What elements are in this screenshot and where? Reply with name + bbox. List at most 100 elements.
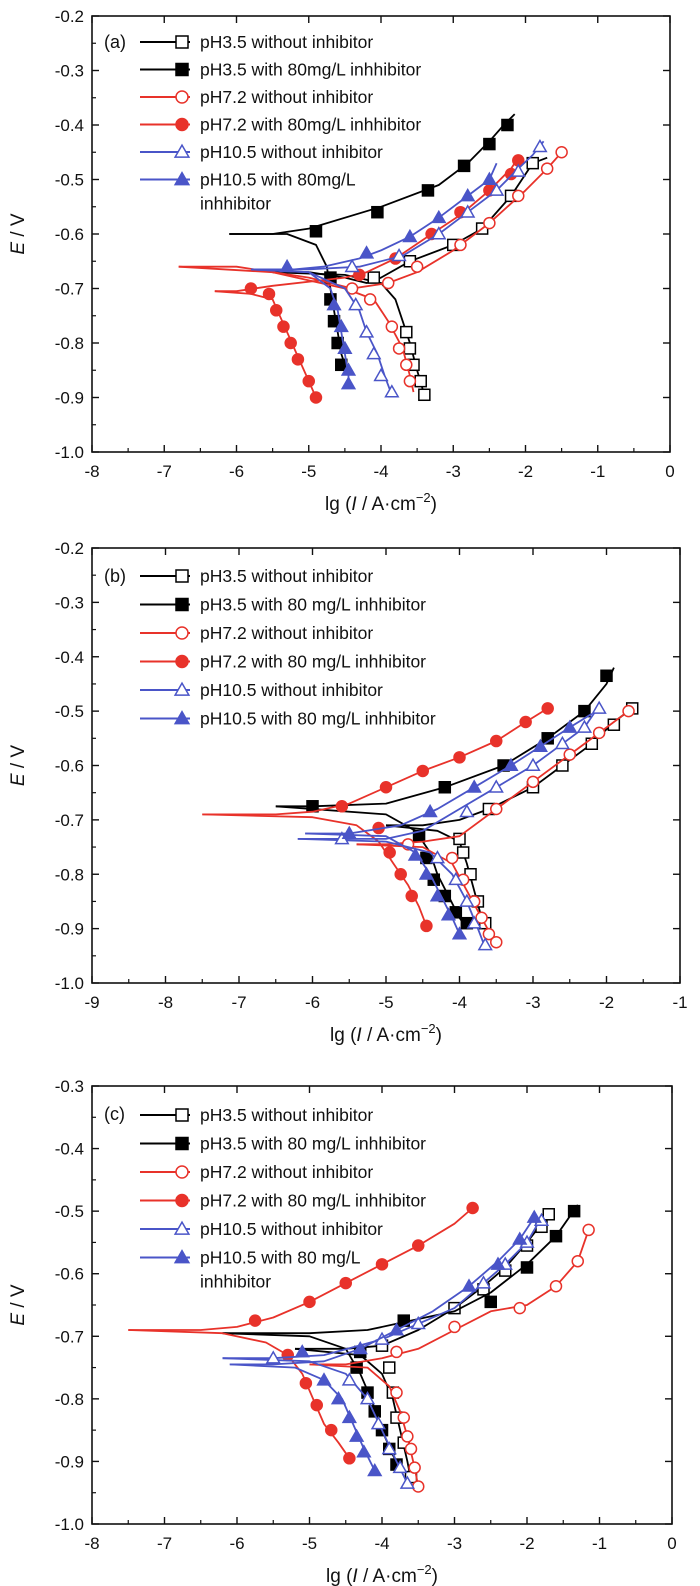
y-tick-label: -0.2 [55,539,84,558]
data-point [343,1452,356,1465]
data-point [371,205,384,219]
data-point [526,775,540,789]
data-point [294,1344,310,1358]
y-axis-title: E / V [8,213,29,255]
series-line-cathodic [202,813,428,927]
data-point [578,704,591,718]
data-point [482,927,496,941]
data-point [582,1223,595,1237]
data-point [554,735,571,750]
data-point [341,1409,357,1424]
chart-panel-b: -9 -8 -7 -6 -5 -4 -3 -2 -1 -1.0 -0.9 -0.8 -0.7 -0.6 -0… [8,539,688,1046]
data-point [475,911,488,924]
data-point [381,276,395,290]
series-line-cathodic [214,290,317,398]
x-tick-label: 0 [667,1534,676,1553]
data-point [352,1340,368,1355]
series-line-anodic [222,1204,579,1335]
x-tick-label: -5 [302,1534,317,1553]
data-point [451,926,468,940]
legend-marker [175,90,189,104]
data-point [562,719,578,733]
x-tick-label: -1 [672,993,687,1012]
y-tick-label: -0.5 [55,171,84,190]
data-point [281,1348,294,1362]
data-point [429,888,446,902]
data-point [291,353,305,366]
data-point [525,757,541,771]
legend-marker [175,1193,189,1208]
data-point [585,737,599,750]
data-point [488,779,504,793]
legend-label: pH7.2 with 80 mg/L inhhibitor [200,1191,426,1211]
legend-marker [175,1136,189,1151]
x-tick-label: -8 [158,993,173,1012]
legend-marker [175,626,189,640]
data-point [390,1345,403,1359]
legend-label: pH10.5 with 80mg/L [200,170,356,190]
data-point [400,325,413,339]
data-point [284,336,297,350]
y-tick-label: -1.0 [55,443,84,462]
legend-label: pH3.5 without inhibitor [200,32,373,52]
y-tick-label: -0.5 [55,702,84,721]
x-tick-label: 0 [665,462,674,481]
series-line-cathodic [275,805,468,930]
y-tick-label: -0.4 [55,648,84,667]
data-point [391,247,407,262]
data-point [341,825,357,839]
data-point [440,907,457,921]
chart-panel-c: -8 -7 -6 -5 -4 -3 -2 -1 0 -1.0 -0.9 -0.8 -0.7 -0.6 -0.… [8,1077,677,1586]
data-point [399,1475,415,1489]
data-point [483,216,496,230]
data-point [392,1459,408,1474]
data-point [483,137,496,151]
data-point [460,188,476,202]
data-point [513,1301,526,1315]
series-line-anodic [251,140,545,271]
y-tick-label: -0.2 [55,7,84,26]
data-point [567,1204,581,1218]
data-point [456,846,470,859]
legend-marker [175,1108,189,1122]
x-tick-label: -9 [84,993,99,1012]
data-point [416,764,429,778]
data-point [622,704,635,718]
data-point [421,184,435,197]
data-point [410,1315,426,1330]
data-point [460,204,476,218]
legend-label: pH3.5 with 80 mg/L inhhibitor [200,1134,426,1154]
x-tick-label: -2 [519,1534,534,1553]
legend-marker [175,62,189,77]
data-point [367,271,381,284]
legend-label: pH7.2 without inhibitor [200,87,373,107]
data-point [310,1398,323,1412]
data-point [381,1441,397,1455]
data-point [340,376,357,390]
data-point [385,320,399,333]
data-point [532,738,548,752]
y-tick-label: -0.8 [55,334,84,353]
y-tick-label: -0.3 [55,1077,84,1096]
data-point [356,1444,372,1458]
x-tick-label: -2 [599,993,614,1012]
x-tick-label: -4 [452,993,467,1012]
x-tick-label: -4 [373,462,388,481]
data-point [244,282,258,295]
data-point [348,297,364,311]
data-point [299,1376,313,1390]
y-tick-label: -1.0 [55,974,84,993]
y-tick-label: -0.7 [55,811,84,830]
data-point [555,146,568,159]
series-line-cathodic [128,1329,351,1459]
data-point [484,1295,497,1309]
legend-marker [175,35,189,49]
data-point [367,1462,383,1477]
legend-label: pH7.2 with 80mg/L inhhibitor [200,115,421,135]
data-point [481,171,497,185]
data-point [549,1229,563,1243]
data-point [309,225,323,238]
data-point [265,1350,281,1364]
data-point [410,260,424,273]
x-tick-label: -3 [446,462,461,481]
